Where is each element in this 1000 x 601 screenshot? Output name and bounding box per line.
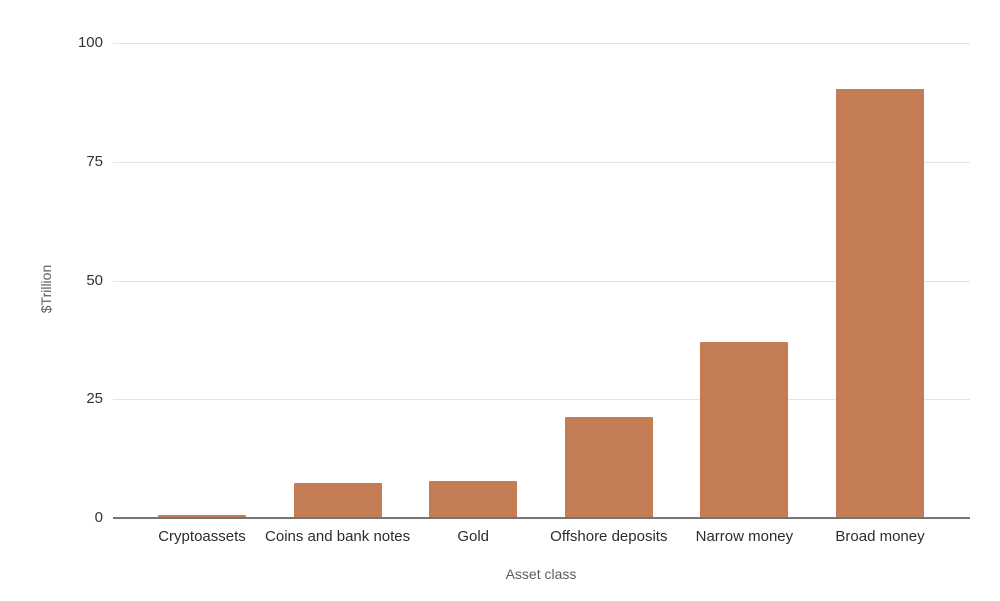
x-category-label-broad-money: Broad money <box>835 528 925 545</box>
x-axis-line <box>113 517 970 519</box>
y-tick-label-50: 50 <box>86 271 103 289</box>
gridline-100 <box>113 43 970 44</box>
bar-cryptoassets <box>158 515 246 517</box>
bar-coins-and-bank-notes <box>293 483 382 517</box>
gridline-75 <box>113 161 970 163</box>
bar-offshore-deposits <box>564 417 653 517</box>
y-tick-label-75: 75 <box>86 152 103 170</box>
plot-area <box>113 43 970 519</box>
x-category-label-cryptoassets: Cryptoassets <box>158 528 246 545</box>
x-category-label-offshore-deposits: Offshore deposits <box>550 528 668 545</box>
gridline-50 <box>113 280 970 282</box>
gridline-25 <box>113 399 970 401</box>
x-category-label-coins-and-bank-notes: Coins and bank notes <box>265 528 411 545</box>
y-tick-label-100: 100 <box>77 34 103 51</box>
bar-gold <box>429 481 518 517</box>
y-tick-label-0: 0 <box>94 509 103 526</box>
bar-narrow-money <box>700 342 789 517</box>
x-category-label-gold: Gold <box>457 528 490 545</box>
y-tick-label-25: 25 <box>86 390 103 408</box>
x-axis-title: Asset class <box>505 566 577 582</box>
bar-broad-money <box>836 89 924 517</box>
x-category-label-narrow-money: Narrow money <box>695 528 794 545</box>
